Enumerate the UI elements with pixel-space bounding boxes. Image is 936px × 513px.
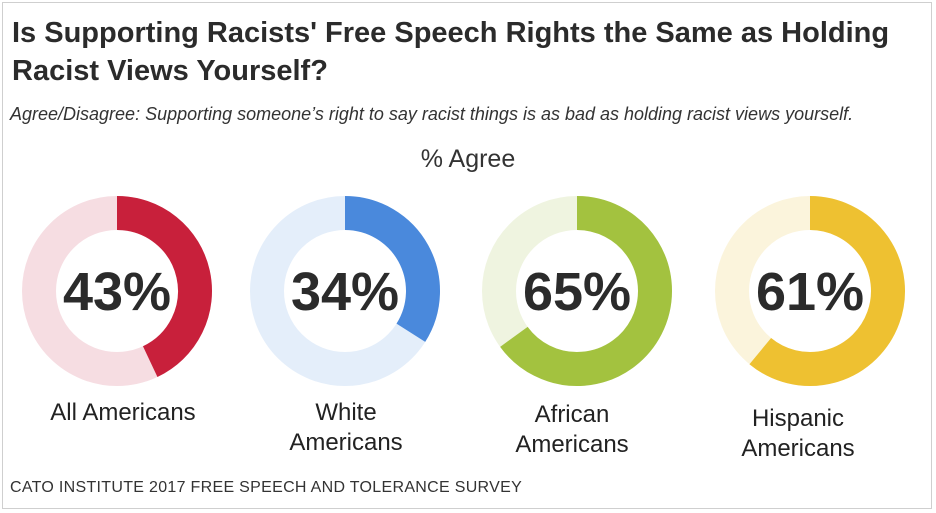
category-label-line: African bbox=[534, 401, 610, 428]
category-label-all-americans: All Americans bbox=[13, 398, 233, 428]
category-label-line: Hispanic bbox=[751, 405, 845, 432]
donut-value-label: 34% bbox=[291, 262, 399, 322]
category-label-white-americans: White Americans bbox=[236, 398, 456, 458]
category-label-hispanic-americans: Hispanic Americans bbox=[688, 404, 908, 464]
donut-hispanic-americans: 61% bbox=[715, 196, 905, 386]
category-label-line: White bbox=[315, 399, 377, 426]
chart-subtitle: Agree/Disagree: Supporting someone’s rig… bbox=[10, 104, 854, 124]
donut-white-americans: 34% bbox=[250, 196, 440, 386]
donut-african-americans: 65% bbox=[482, 196, 672, 386]
donut-value-label: 43% bbox=[63, 262, 171, 322]
category-label-african-americans: African Americans bbox=[462, 400, 682, 460]
source-note: CATO INSTITUTE 2017 FREE SPEECH AND TOLE… bbox=[10, 479, 523, 496]
donut-value-label: 65% bbox=[523, 262, 631, 322]
donut-all-americans: 43% bbox=[22, 196, 212, 386]
donut-value-label: 61% bbox=[756, 262, 864, 322]
category-label-line: Americans bbox=[741, 435, 855, 462]
category-label-line: Americans bbox=[289, 429, 403, 456]
chart-title: Is Supporting Racists' Free Speech Right… bbox=[12, 17, 890, 87]
category-label-line: Americans bbox=[515, 431, 629, 458]
donut-value-arc bbox=[749, 196, 905, 386]
category-label-line: All Americans bbox=[50, 399, 196, 426]
donut-value-arc bbox=[344, 196, 440, 342]
metric-label: % Agree bbox=[420, 145, 516, 173]
donut-value-arc bbox=[116, 196, 212, 377]
donut-value-arc bbox=[500, 196, 672, 386]
